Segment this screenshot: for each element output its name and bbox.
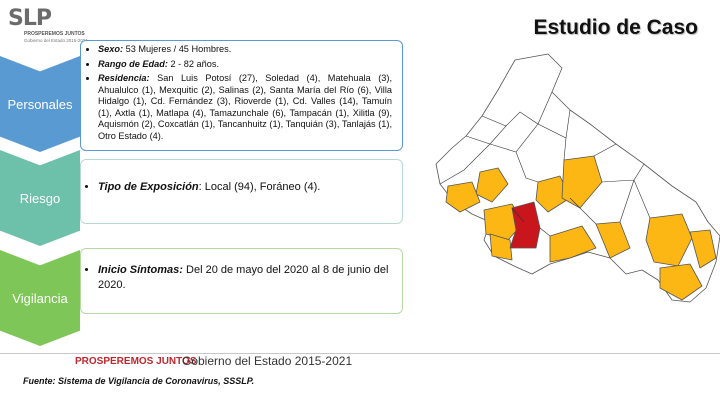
exposicion-item: Tipo de Exposición: Local (94), Foráneo … <box>98 180 392 195</box>
section-personales-label: Personales <box>7 96 73 112</box>
region-affected <box>549 225 597 263</box>
logo-mark: SLP <box>8 6 52 31</box>
section-riesgo-label: Riesgo <box>19 190 61 206</box>
footer-divider <box>0 353 720 354</box>
sexo-label: Sexo: <box>98 44 124 54</box>
footer-slogan: PROSPEREMOS JUNTOS <box>75 356 197 367</box>
riesgo-panel: Tipo de Exposición: Local (94), Foráneo … <box>80 159 403 224</box>
residencia-value: San Luis Potosí (27), Soledad (4), Mateh… <box>98 73 392 141</box>
exposicion-value: : Local (94), Foráneo (4). <box>198 181 321 193</box>
logo-slogan: PROSPEREMOS JUNTOS <box>24 31 85 37</box>
page-title: Estudio de Caso <box>533 16 698 39</box>
edad-item: Rango de Edad: 2 - 82 años. <box>98 59 392 71</box>
source-note: Fuente: Sistema de Vigilancia de Coronav… <box>23 376 255 386</box>
inicio-label: Inicio Síntomas: <box>98 264 183 276</box>
region-affected <box>489 233 513 261</box>
region-affected <box>595 221 631 259</box>
region-affected <box>659 263 703 301</box>
region-affected <box>535 175 571 213</box>
region-affected <box>445 181 481 213</box>
inicio-value: Del 20 de mayo del 2020 al 8 de junio de… <box>98 264 389 291</box>
exposicion-label: Tipo de Exposición <box>98 181 199 193</box>
section-riesgo-tab: Riesgo <box>0 150 80 246</box>
section-vigilancia-tab: Vigilancia <box>0 250 80 346</box>
edad-value: 2 - 82 años. <box>167 58 220 69</box>
footer-government: Gobierno del Estado 2015-2021 <box>182 354 353 368</box>
inicio-item: Inicio Síntomas: Del 20 de mayo del 2020… <box>98 263 392 293</box>
region-affected <box>689 229 717 269</box>
section-vigilancia-label: Vigilancia <box>12 290 68 306</box>
section-personales-tab: Personales <box>0 56 80 152</box>
logo-government: Gobierno del Estado 2015-2021 <box>24 38 88 43</box>
edad-label: Rango de Edad: <box>98 58 168 69</box>
residencia-item: Residencia: San Luis Potosí (27), Soleda… <box>98 73 392 142</box>
sexo-item: Sexo: 53 Mujeres / 45 Hombres. <box>98 44 392 56</box>
sexo-value: 53 Mujeres / 45 Hombres. <box>123 44 232 54</box>
slp-logo: SLP PROSPEREMOS JUNTOS Gobierno del Esta… <box>8 6 88 46</box>
municipal-borders <box>439 91 651 237</box>
state-map <box>435 53 720 303</box>
residencia-label: Residencia: <box>98 73 150 83</box>
region-affected <box>475 167 509 203</box>
personales-panel: Sexo: 53 Mujeres / 45 Hombres. Rango de … <box>80 40 403 151</box>
region-affected <box>561 155 603 209</box>
region-capital <box>509 201 541 249</box>
vigilancia-panel: Inicio Síntomas: Del 20 de mayo del 2020… <box>80 248 403 314</box>
